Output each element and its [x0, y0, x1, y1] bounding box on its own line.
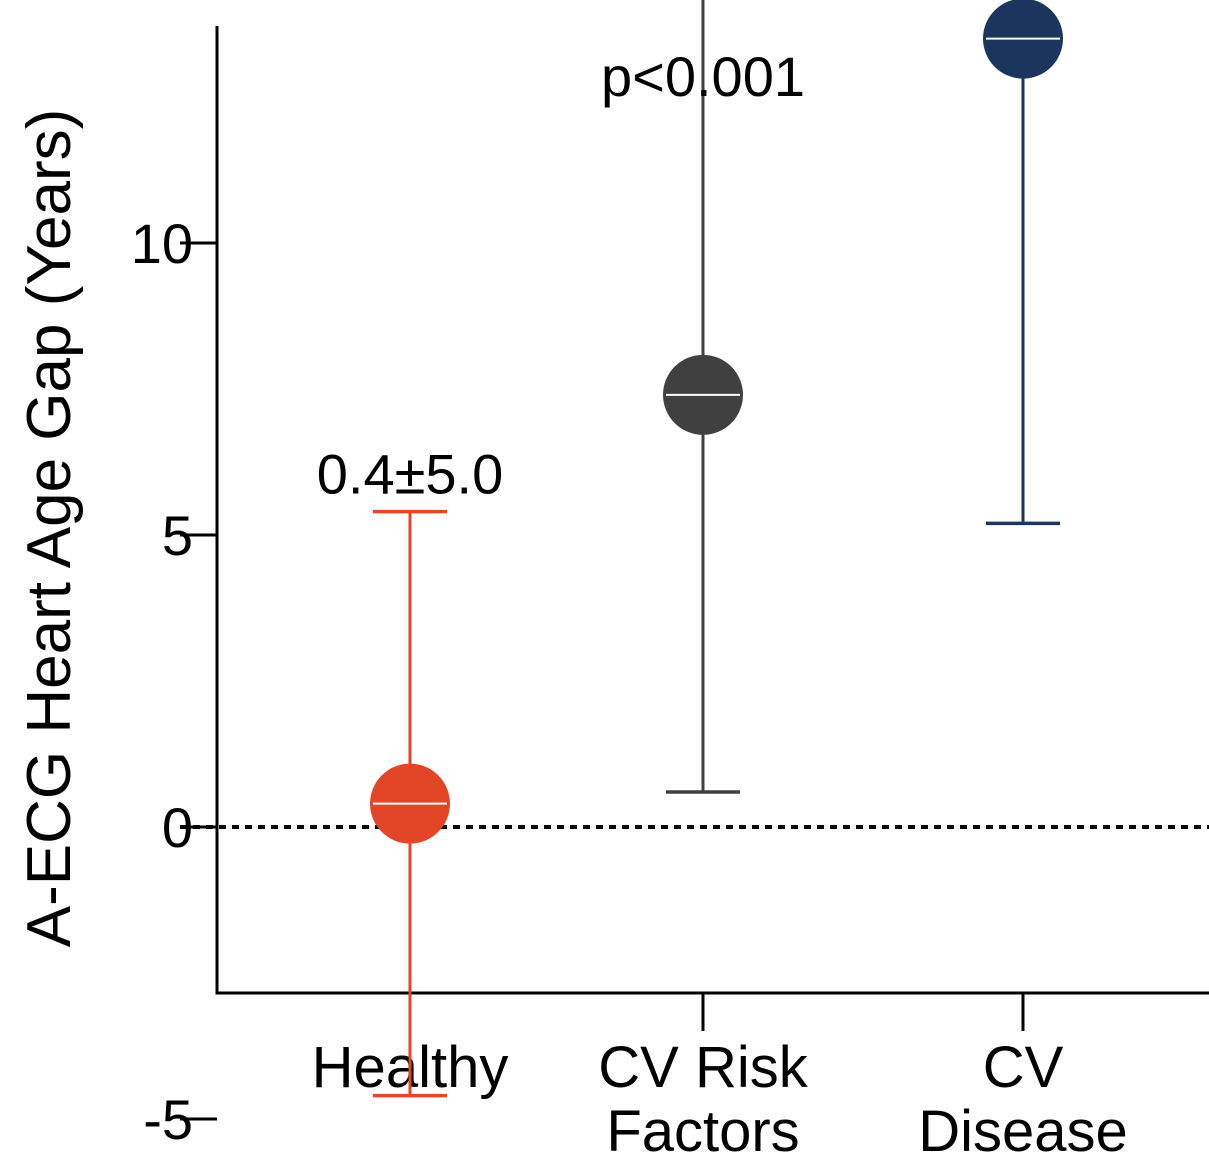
y-tick-label: 5	[162, 504, 193, 567]
x-category-label: CV Disease	[918, 1035, 1128, 1158]
y-tick-label: 0	[162, 796, 193, 859]
y-tick-label: 10	[131, 212, 193, 275]
y-tick-label: -5	[143, 1088, 193, 1151]
y-axis-label: A-ECG Heart Age Gap (Years)	[15, 109, 84, 948]
p-value-annotation: p<0.001	[601, 45, 805, 108]
data-label: 0.4±5.0	[317, 443, 503, 506]
x-category-label: CV Risk Factors	[598, 1035, 808, 1158]
data-marks: 0.4±5.07.4±6.813.5±8.3	[317, 0, 1063, 1098]
